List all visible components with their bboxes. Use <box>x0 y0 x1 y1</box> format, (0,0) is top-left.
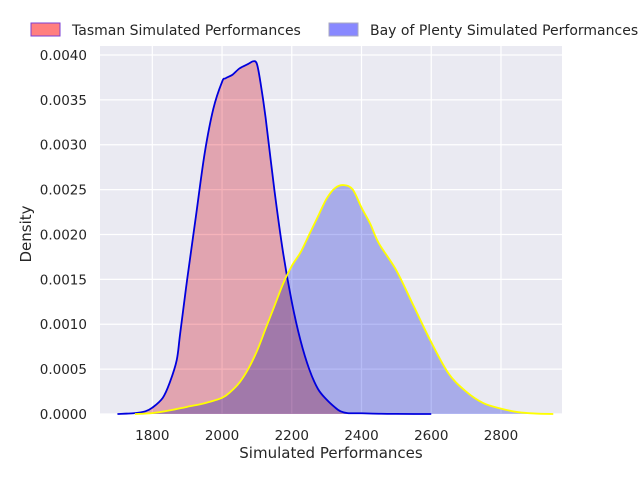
x-axis-ticks: 1800 2000 2200 2400 2600 2800 <box>135 428 518 444</box>
x-axis-title: Simulated Performances <box>239 444 423 462</box>
y-axis-title: Density <box>17 205 35 262</box>
legend-swatch-bay-of-plenty <box>328 22 359 37</box>
x-tick-label: 2600 <box>414 428 448 444</box>
density-line-tasman <box>117 60 432 415</box>
x-tick-label: 2200 <box>275 428 309 444</box>
x-tick-label: 2400 <box>344 428 378 444</box>
density-areas <box>117 60 554 415</box>
x-tick-label: 2800 <box>484 428 518 444</box>
legend: Tasman Simulated Performances Bay of Ple… <box>30 22 638 39</box>
legend-swatch-tasman <box>30 22 61 37</box>
y-tick-label: 0.0015 <box>40 272 87 288</box>
legend-label-tasman: Tasman Simulated Performances <box>71 23 301 39</box>
density-area-bay-of-plenty <box>134 185 554 414</box>
density-line-bay-of-plenty <box>134 184 554 415</box>
density-area-tasman <box>117 61 432 415</box>
x-tick-label: 1800 <box>135 428 169 444</box>
y-tick-label: 0.0035 <box>40 93 87 109</box>
y-tick-label: 0.0040 <box>40 48 87 64</box>
y-axis-ticks: 0.0000 0.0005 0.0010 0.0015 0.0020 0.0025 0.00… <box>40 48 87 423</box>
y-tick-label: 0.0010 <box>40 317 87 333</box>
y-tick-label: 0.0020 <box>40 227 87 243</box>
x-tick-label: 2000 <box>205 428 239 444</box>
y-tick-label: 0.0000 <box>40 407 87 423</box>
y-tick-label: 0.0025 <box>40 183 87 199</box>
y-tick-label: 0.0005 <box>40 362 87 378</box>
legend-label-bay-of-plenty: Bay of Plenty Simulated Performances <box>370 23 638 39</box>
y-tick-label: 0.0030 <box>40 138 87 154</box>
